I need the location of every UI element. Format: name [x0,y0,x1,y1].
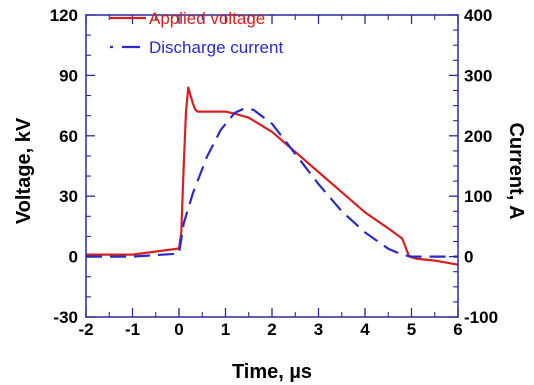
x-tick-label: 0 [174,320,183,339]
x-tick-label: 4 [360,320,370,339]
x-tick-label: 6 [453,320,462,339]
y2-tick-label: -100 [464,308,498,327]
x-axis-title: Time, µs [232,361,312,383]
legend: Applied voltage Discharge current [110,9,283,57]
x-tick-label: 3 [314,320,323,339]
x-tick-label: -1 [125,320,140,339]
legend-label-applied-voltage: Applied voltage [149,9,265,28]
y-tick-label: 120 [50,6,78,25]
y-tick-label: 60 [59,127,78,146]
y-tick-label: 30 [59,187,78,206]
x-tick-label: 5 [407,320,416,339]
x-tick-label: 1 [221,320,230,339]
y-axis-title: Voltage, kV [13,117,35,224]
y2-tick-label: 100 [464,187,492,206]
y2-tick-label: 200 [464,127,492,146]
y2-tick-label: 300 [464,66,492,85]
plot-frame [85,14,459,318]
y2-tick-label: 0 [464,248,473,267]
x-tick-label: 2 [267,320,276,339]
ticks-layer: -2 -1 0 1 2 3 4 5 6 -30 0 30 60 90 120 -100 0 100 200 300 40… [50,6,498,339]
y2-tick-label: 400 [464,6,492,25]
series-line-applied-voltage [86,86,459,266]
y-tick-label: 0 [69,248,78,267]
y-tick-label: -30 [53,308,78,327]
x-tick-label: -2 [78,320,93,339]
legend-label-discharge-current: Discharge current [149,38,283,57]
y-tick-label: 90 [59,66,78,85]
series-line-discharge-current [86,107,458,258]
y2-axis-title: Current, A [505,122,527,219]
series-layer [86,86,459,266]
